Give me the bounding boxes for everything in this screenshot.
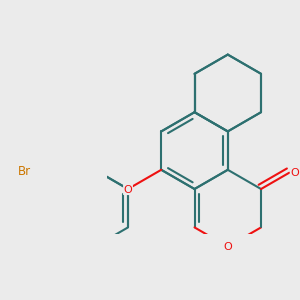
Text: O: O (290, 168, 299, 178)
Text: Br: Br (17, 165, 31, 178)
Text: O: O (124, 184, 132, 194)
Text: O: O (224, 242, 232, 252)
